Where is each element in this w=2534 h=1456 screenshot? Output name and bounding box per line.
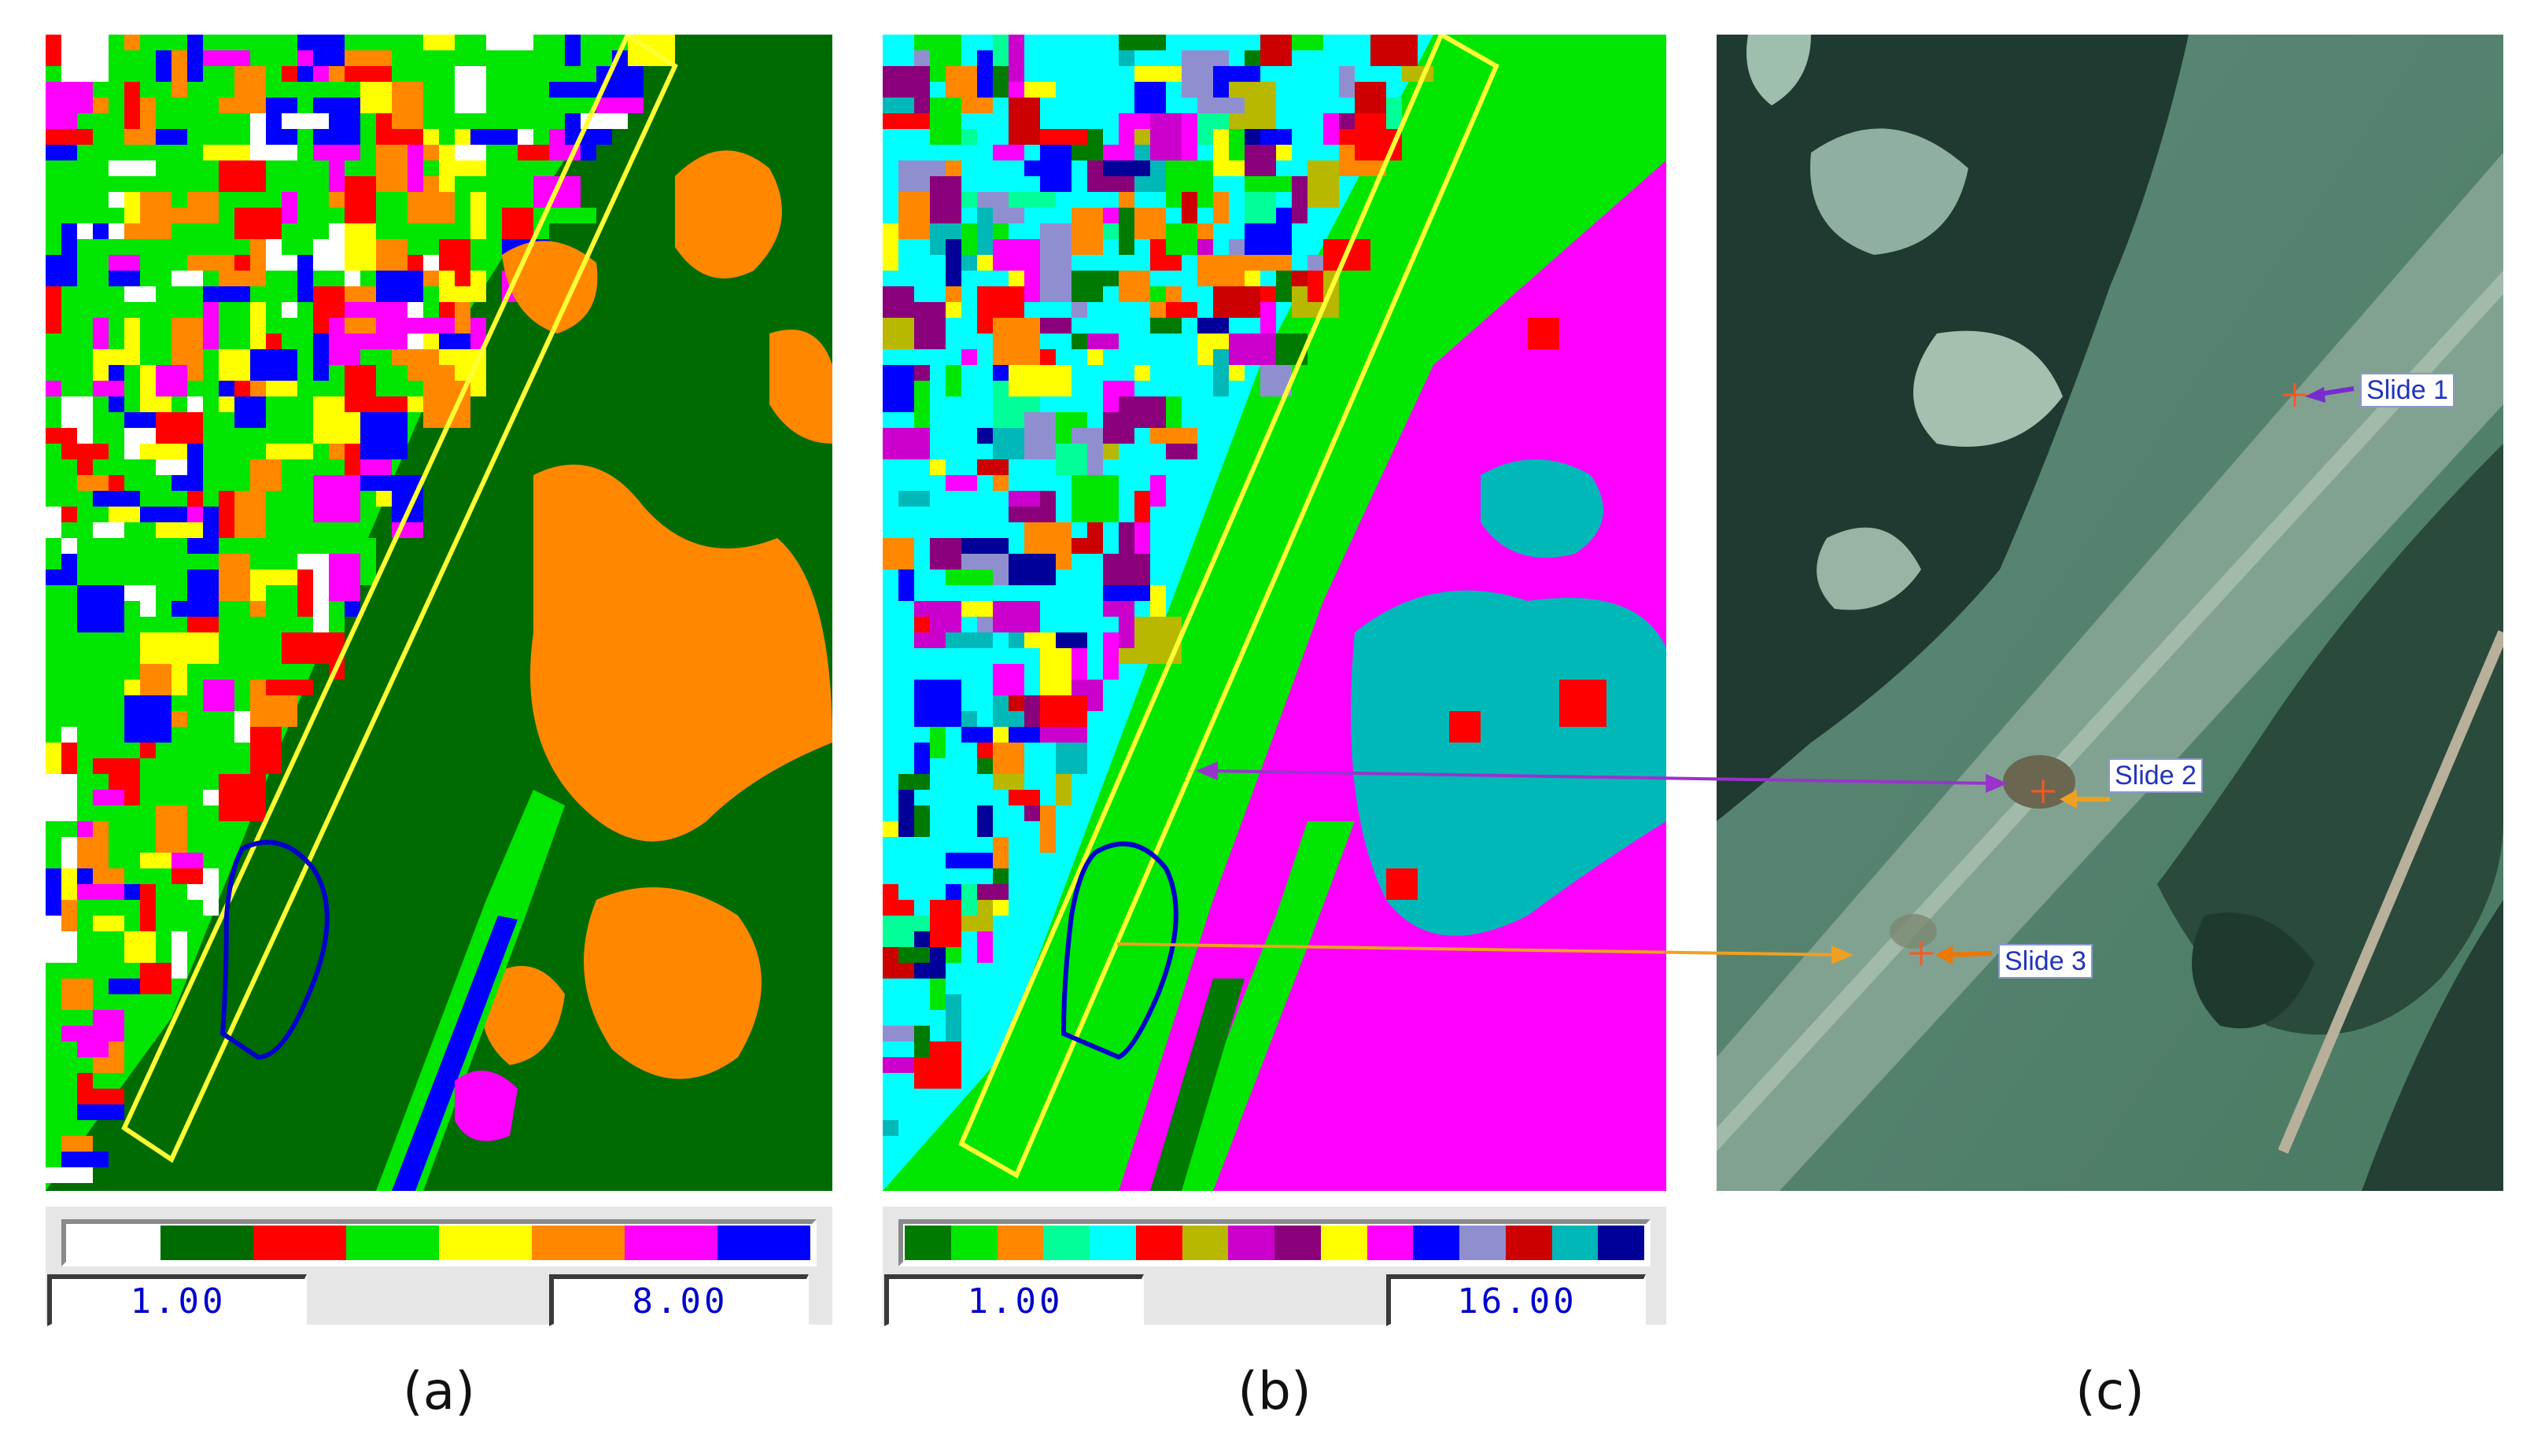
- classification-map-a: [46, 35, 832, 1191]
- legend-swatch: [1413, 1226, 1459, 1260]
- legend-swatch: [1228, 1226, 1274, 1260]
- legend-swatch: [160, 1226, 253, 1260]
- legend-swatch: [1043, 1226, 1090, 1260]
- classification-map-b: [883, 35, 1666, 1191]
- legend-swatch: [1551, 1226, 1599, 1260]
- legend-swatch: [1135, 1226, 1182, 1260]
- slide-3-label: Slide 3: [1998, 944, 2093, 979]
- legend-swatch: [253, 1226, 346, 1260]
- aerial-photo: Slide 1 Slide 2 Slide 3: [1717, 35, 2503, 1191]
- legend-swatch: [625, 1226, 717, 1260]
- slide-1-label: Slide 1: [2360, 373, 2455, 407]
- caption-c: (c): [2075, 1361, 2145, 1421]
- legend-swatch: [1090, 1226, 1136, 1260]
- slide-outline: [219, 839, 330, 1060]
- legend-max-b[interactable]: 16.00: [1386, 1274, 1646, 1326]
- legend-swatch: [346, 1226, 439, 1260]
- legend-swatch: [950, 1226, 998, 1260]
- legend-swatch: [1367, 1226, 1414, 1260]
- slide-2-label: Slide 2: [2108, 758, 2203, 793]
- legend-swatch: [1274, 1226, 1321, 1260]
- legend-swatch: [1182, 1226, 1229, 1260]
- legend-swatch: [1459, 1226, 1506, 1260]
- legend-swatch: [439, 1226, 532, 1260]
- caption-a: (a): [403, 1361, 475, 1421]
- study-strip-outline: [958, 35, 1499, 1179]
- legend-swatch: [1598, 1226, 1644, 1260]
- study-strip-outline: [121, 35, 678, 1163]
- legend-swatch: [68, 1226, 160, 1260]
- legend-min-b[interactable]: 1.00: [884, 1274, 1144, 1326]
- legend-min-a[interactable]: 1.00: [47, 1274, 307, 1326]
- legend-swatch: [1505, 1226, 1552, 1260]
- legend-swatch: [532, 1226, 625, 1260]
- legend-swatch: [905, 1226, 951, 1260]
- caption-b: (b): [1237, 1361, 1311, 1421]
- legend-swatch: [717, 1226, 810, 1260]
- legend-swatch: [997, 1226, 1044, 1260]
- color-legend-b: [898, 1219, 1651, 1266]
- color-legend-a: [61, 1219, 817, 1266]
- legend-max-a[interactable]: 8.00: [549, 1274, 809, 1326]
- slide-outline: [1060, 841, 1178, 1060]
- legend-swatch: [1320, 1226, 1367, 1260]
